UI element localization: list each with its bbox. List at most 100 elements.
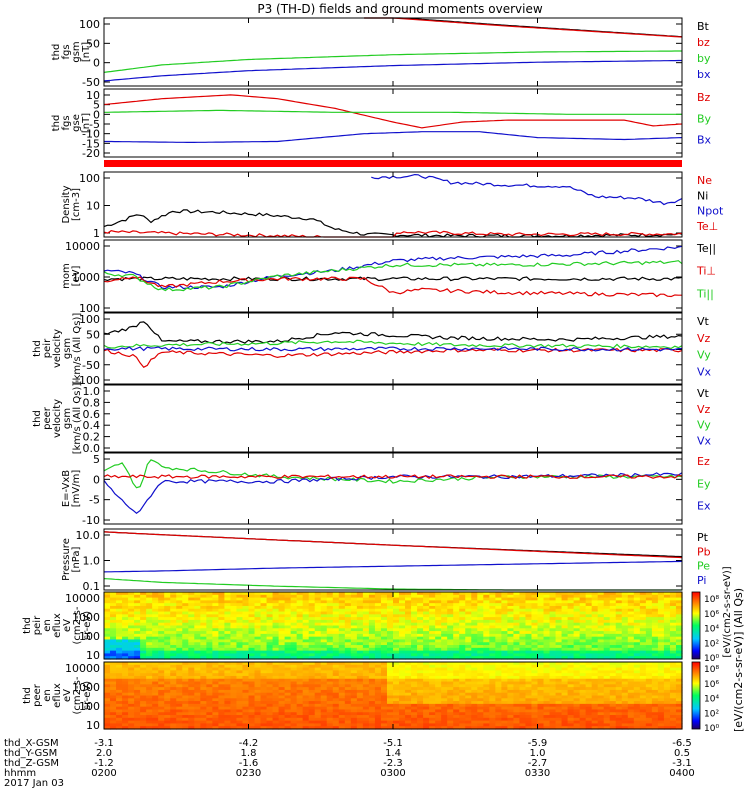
heatmap-cell [140,703,147,708]
heatmap-cell [194,675,201,680]
heatmap-cell [405,703,412,708]
heatmap-cell [266,673,274,677]
heatmap-cell [459,605,466,610]
heatmap-cell [224,675,232,680]
heatmap-cell [206,600,213,604]
heatmap-cell [657,684,665,688]
heatmap-cell [164,709,171,713]
heatmap-cell [350,673,358,677]
heatmap-cell [675,631,683,635]
heatmap-cell [585,687,593,691]
heatmap-cell [386,617,394,621]
heatmap-cell [441,597,448,601]
heatmap-cell [471,673,478,677]
heatmap-cell [332,619,340,624]
heatmap-cell [393,608,400,613]
heatmap-cell [639,628,647,632]
heatmap-cell [525,715,533,719]
legend-label: Pe [697,560,710,573]
heatmap-cell [350,706,358,711]
heatmap-cell [134,726,141,730]
heatmap-cell [206,701,213,705]
heatmap-cell [483,698,490,702]
heatmap-cell [146,684,153,688]
heatmap-cell [332,622,340,627]
heatmap-cell [615,594,623,599]
heatmap-cell [116,617,123,621]
heatmap-cell [513,720,521,725]
heatmap-cell [417,715,424,719]
heatmap-cell [525,611,533,615]
heatmap-cell [380,720,388,725]
heatmap-cell [284,633,292,638]
heatmap-cell [290,625,298,629]
heatmap-cell [170,701,177,705]
heatmap-cell [176,703,183,708]
series-Tiperp [103,276,682,298]
heatmap-cell [663,619,671,624]
heatmap-cell [362,597,370,601]
heatmap-cell [501,662,508,666]
heatmap-cell [429,684,436,688]
heatmap-cell [302,594,310,599]
heatmap-cell [176,709,183,713]
heatmap-cell [483,628,490,632]
heatmap-cell [320,675,328,680]
heatmap-cell [140,720,147,725]
heatmap-cell [332,687,340,691]
heatmap-cell [362,701,370,705]
heatmap-cell [158,689,165,694]
heatmap-cell [585,594,593,599]
heatmap-cell [501,692,508,697]
heatmap-cell [320,617,328,621]
heatmap-cell [603,675,611,680]
heatmap-cell [242,684,250,688]
heatmap-cell [374,709,382,713]
heatmap-cell [314,603,322,607]
heatmap-cell [465,617,472,621]
heatmap-cell [248,662,256,666]
heatmap-cell [669,692,677,697]
y-tick-label: 1000 [72,611,100,624]
heatmap-cell [573,597,581,601]
heatmap-cell [411,715,418,719]
heatmap-cell [380,689,388,694]
heatmap-cell [200,631,207,635]
heatmap-cell [338,695,346,699]
heatmap-cell [645,667,653,671]
heatmap-cell [519,600,527,604]
heatmap-cell [393,622,400,627]
heatmap-cell [128,636,135,641]
heatmap-cell [188,715,195,719]
heatmap-cell [567,600,575,604]
heatmap-cell [152,597,159,601]
heatmap-cell [326,597,334,601]
heatmap-cell [218,653,226,657]
heatmap-cell [447,597,454,601]
heatmap-cell [639,600,647,604]
heatmap-cell [254,619,262,624]
heatmap-cell [314,667,322,671]
heatmap-cell [615,689,623,694]
heatmap-cell [435,645,442,649]
heatmap-cell [380,701,388,705]
heatmap-cell [645,720,653,725]
heatmap-cell [645,608,653,613]
heatmap-cell [645,678,653,683]
heatmap-cell [453,603,460,607]
heatmap-cell [633,639,641,643]
heatmap-cell [128,611,135,615]
heatmap-cell [380,709,388,713]
heatmap-cell [206,698,213,702]
heatmap-cell [380,695,388,699]
heatmap-cell [314,723,322,727]
heatmap-cell [417,628,424,632]
heatmap-cell [585,703,593,708]
heatmap-cell [483,656,490,660]
heatmap-cell [633,698,641,702]
heatmap-cell [134,622,141,627]
heatmap-cell [134,678,141,683]
heatmap-cell [308,603,316,607]
y-axis-label: [km/s (All Qs)] [72,383,83,455]
heatmap-cell [483,617,490,621]
